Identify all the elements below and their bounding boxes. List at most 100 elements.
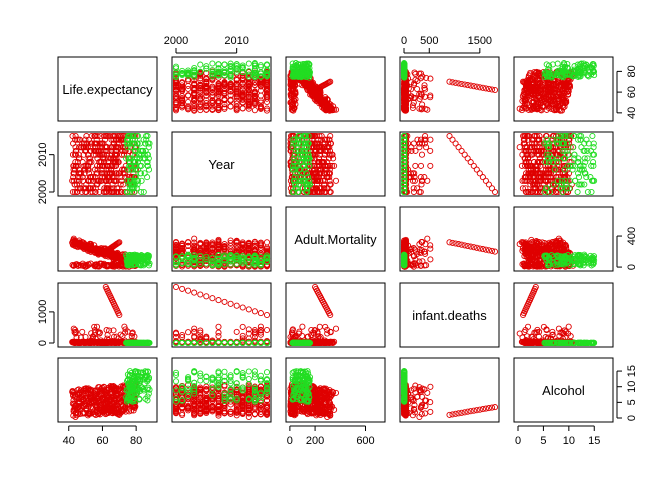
point <box>82 245 90 252</box>
point <box>581 155 588 162</box>
point <box>144 162 151 169</box>
point <box>321 188 328 196</box>
point <box>577 162 584 169</box>
point <box>324 144 331 151</box>
point <box>327 132 334 140</box>
point <box>105 177 112 184</box>
point <box>581 181 588 188</box>
point <box>72 132 79 140</box>
point <box>401 181 408 188</box>
point <box>99 140 106 147</box>
point <box>128 155 135 162</box>
point <box>525 159 533 166</box>
point <box>105 166 112 173</box>
point <box>179 86 186 93</box>
point <box>531 140 538 147</box>
point <box>233 68 240 75</box>
point <box>94 248 101 255</box>
point <box>110 155 117 162</box>
point <box>544 86 551 93</box>
point <box>197 72 204 79</box>
point <box>125 166 132 173</box>
panel-Adult.Mortality-vs-Year <box>171 206 272 272</box>
point <box>541 140 548 147</box>
point <box>227 82 234 89</box>
point <box>191 104 198 112</box>
point <box>131 177 138 184</box>
point <box>145 166 153 173</box>
point <box>93 147 100 154</box>
point <box>401 185 408 192</box>
point <box>76 136 83 143</box>
point <box>203 63 210 70</box>
point <box>118 151 125 158</box>
point <box>145 144 152 151</box>
point <box>179 99 186 106</box>
point <box>303 185 310 192</box>
point <box>94 181 101 188</box>
point <box>203 100 210 107</box>
point <box>289 188 296 196</box>
point <box>141 170 148 177</box>
point <box>554 155 561 162</box>
point <box>488 185 496 192</box>
point <box>128 166 135 173</box>
point <box>563 185 571 192</box>
point <box>534 144 541 151</box>
point <box>71 188 78 196</box>
point <box>522 188 529 196</box>
point <box>581 147 588 154</box>
point <box>520 132 527 140</box>
point <box>401 159 408 166</box>
point <box>324 136 331 143</box>
point <box>197 77 204 84</box>
point <box>303 60 310 67</box>
point <box>197 89 204 96</box>
point <box>92 263 99 270</box>
point <box>291 159 298 166</box>
point <box>172 96 180 103</box>
point <box>191 100 198 108</box>
point <box>126 174 133 181</box>
point <box>464 82 471 89</box>
point <box>544 101 551 108</box>
point <box>106 174 113 181</box>
point <box>233 66 240 73</box>
point <box>221 61 228 68</box>
point <box>113 170 120 177</box>
point <box>203 80 210 87</box>
point <box>531 144 538 151</box>
point <box>74 162 81 169</box>
point <box>578 132 585 140</box>
point <box>570 144 577 151</box>
point <box>75 155 82 162</box>
point <box>111 144 118 151</box>
point <box>554 177 561 184</box>
point <box>485 85 492 92</box>
point <box>245 60 252 67</box>
point <box>417 174 424 181</box>
point <box>562 181 569 188</box>
point <box>545 166 552 173</box>
point <box>584 188 591 196</box>
point <box>401 140 408 147</box>
point <box>185 71 192 78</box>
point <box>215 87 222 94</box>
point <box>127 140 134 147</box>
point <box>560 60 568 67</box>
point <box>251 71 258 79</box>
point <box>293 147 300 154</box>
point <box>589 151 596 158</box>
point <box>209 93 216 100</box>
panel-frame <box>171 56 272 122</box>
point <box>590 144 597 151</box>
point <box>233 103 240 110</box>
point <box>558 181 565 188</box>
point <box>548 136 556 143</box>
point <box>566 71 573 78</box>
point <box>410 94 417 102</box>
point <box>292 60 299 67</box>
point <box>561 166 568 173</box>
point <box>123 140 130 147</box>
point <box>221 91 228 98</box>
